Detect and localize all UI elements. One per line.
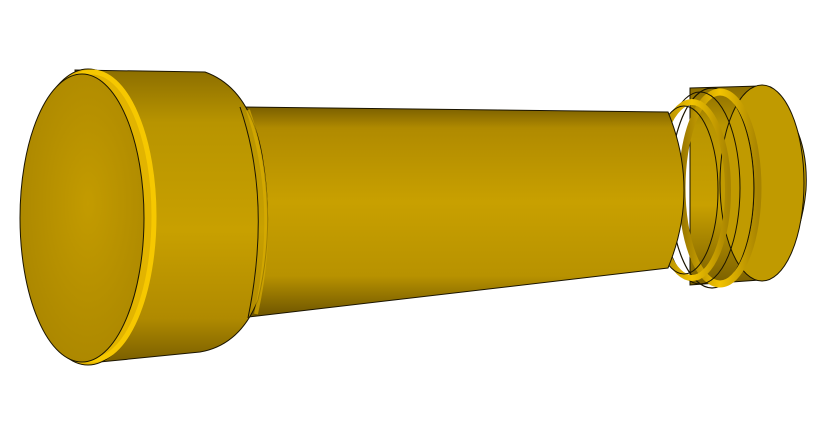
main-shaft [239,106,685,319]
left-collar [19,68,269,366]
